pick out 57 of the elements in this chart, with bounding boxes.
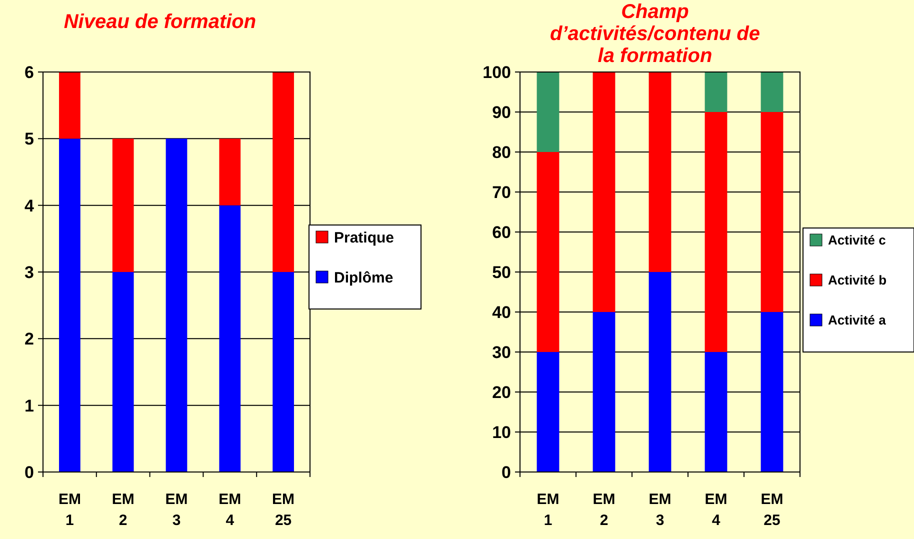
- y-tick-label: 20: [492, 382, 511, 402]
- y-tick-label: 60: [492, 222, 511, 242]
- legend-label: Activité a: [828, 312, 887, 328]
- x-tick-label: EM 25: [272, 491, 295, 529]
- y-tick-label: 6: [24, 62, 34, 82]
- bar: [592, 72, 616, 312]
- bar: [536, 152, 560, 352]
- y-tick-label: 50: [492, 262, 511, 282]
- x-tick-label: EM 4: [704, 491, 728, 529]
- bar: [59, 138, 80, 472]
- y-tick-label: 0: [502, 462, 511, 482]
- bar: [704, 112, 728, 352]
- x-tick-label: EM 25: [760, 491, 784, 529]
- x-tick-label: EM 1: [58, 491, 81, 529]
- y-tick-label: 80: [492, 142, 511, 162]
- y-tick-label: 5: [24, 130, 34, 149]
- x-tick-label: EM 1: [536, 491, 560, 529]
- y-tick-label: 4: [24, 196, 35, 216]
- bar: [219, 138, 241, 206]
- x-tick-label: EM 4: [218, 491, 242, 529]
- y-tick-label: 0: [24, 462, 34, 482]
- legend-label: Activité b: [828, 272, 887, 288]
- bar: [704, 72, 728, 112]
- bar: [536, 352, 560, 472]
- legend-label: Pratique: [334, 229, 394, 246]
- legend-label: Activité c: [828, 232, 886, 248]
- chart-title: Champ d’activités/contenu de la formation: [550, 1, 760, 67]
- bar: [59, 72, 80, 139]
- bar: [760, 72, 784, 112]
- y-tick-label: 40: [492, 302, 511, 322]
- bar: [648, 72, 672, 272]
- y-tick-label: 30: [492, 342, 511, 362]
- bar: [760, 312, 784, 472]
- bar: [272, 72, 294, 272]
- bar: [536, 72, 560, 152]
- x-tick-label: EM 2: [592, 491, 616, 529]
- y-tick-label: 10: [492, 422, 511, 442]
- y-tick-label: 1: [24, 396, 34, 416]
- y-tick-label: 2: [24, 330, 34, 349]
- bar: [592, 312, 616, 472]
- bar: [166, 138, 188, 472]
- bar: [219, 205, 241, 472]
- bar: [272, 272, 294, 472]
- bar: [760, 112, 784, 312]
- x-tick-label: EM 3: [648, 491, 672, 529]
- y-tick-label: 100: [482, 62, 511, 82]
- bar: [704, 352, 728, 472]
- legend-label: Diplôme: [334, 269, 394, 286]
- bar: [112, 272, 134, 472]
- x-tick-label: EM 2: [112, 491, 134, 529]
- x-tick-label: EM 3: [165, 491, 188, 529]
- y-tick-label: 70: [492, 182, 511, 202]
- y-tick-label: 3: [24, 262, 34, 282]
- bar: [112, 138, 134, 272]
- bar: [648, 272, 672, 472]
- y-tick-label: 90: [492, 102, 511, 122]
- chart-title: Niveau de formation: [64, 11, 256, 33]
